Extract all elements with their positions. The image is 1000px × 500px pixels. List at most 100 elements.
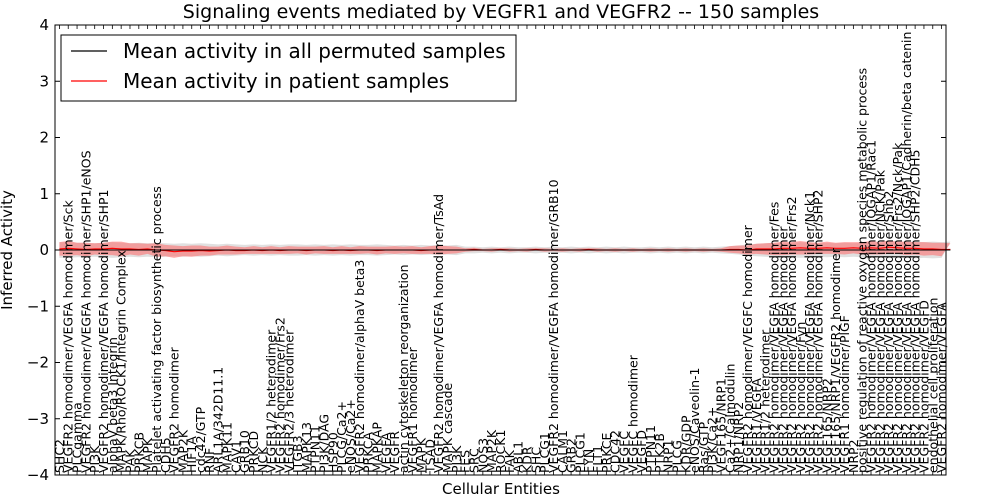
x-category-label: positive regulation of reactive oxygen s… [855,68,870,473]
x-category-label: VEGFR2 homodimer/alphaV beta3 [352,260,367,473]
y-tick-label: 1 [39,185,49,203]
x-category-label: VEGF165/NRP1 [714,378,729,473]
x-category-label: eNOS/Ca2+ [343,399,358,473]
x-category-label: CALM1 [555,430,570,473]
x-category-label: PLCG/Ca2+ [334,401,349,473]
x-category-label: PRKCA [361,432,376,473]
y-tick-label: 4 [39,16,49,34]
x-category-label: VEGFR2 homodimer/VEGFD [916,300,931,473]
x-category-label: VEGFR2 homodimer/VEGFA homodimer/SHP2 [811,189,826,473]
x-category-label: HIF1A [184,436,199,473]
x-category-label: cdc42/GTP [193,406,208,473]
x-category-label: ROCK1 [493,430,508,473]
x-category-label: Ras/GTP [696,421,711,473]
x-category-label: SHC [528,447,543,473]
x-category-label: VEGFR2 homodimer/VEGFA homodimer/SHP2/CD… [908,150,923,473]
x-category-label: VEGFR2 homodimer/Frs2 [273,317,288,473]
plot-frame [54,24,947,476]
x-category-label: Platelet activating factor biosynthetic … [149,186,164,473]
y-tick-label: 3 [39,72,49,90]
x-category-label: PTK2B [652,433,667,473]
x-category-label: VEGFR2 homodimer/VEGFA homodimer/IQGAP1/… [899,32,914,473]
x-category-label: VEGFR1 homodimer [405,346,420,473]
x-category-label: VEGFR2 homodimer/VEGFA [934,302,949,473]
x-category-label: ABL1 [511,441,526,473]
x-category-label: FYN [581,449,596,473]
x-category-label: VEGFR2 homodimer/VEGFA homodimer/GRB10 [546,179,561,473]
legend-label-permuted: Mean activity in all permuted samples [123,39,506,63]
x-category-label: TSAD [422,439,437,474]
x-category-label: GRB10 [237,430,252,473]
x-category-label: actin cytoskeleton reorganization [396,264,411,473]
legend-box [60,34,517,102]
x-category-label: NCK [255,446,270,473]
x-category-label: MAPK [414,437,429,473]
x-category-label: MAP2K [484,429,499,473]
y-tick-label: −1 [27,297,49,315]
x-category-label: PRKCD [246,431,261,473]
series-lines [59,246,951,253]
x-category-label: PLCG1 [537,432,552,473]
x-category-label: VEGFR1 homodimer/PlGF [837,315,852,473]
x-category-label: VEGFR2 homodimer/VEGFA homodimer/SHP1/eN… [78,150,93,473]
x-category-label: PI3K/Ca2+ [705,407,720,473]
x-category-label: SRC [467,448,482,473]
x-category-label: PI3K/DAG [317,414,332,473]
x-category-label: eNOS/Caveolin-1 [687,368,702,473]
x-category-label: CDC42 [608,430,623,473]
x-category-label: NOS3 [475,438,490,473]
x-category-label: PRKCB [131,432,146,473]
x-category-label: ITGB3 [290,435,305,473]
x-category-label: VEGF165/NRP2 [819,378,834,473]
chart-title: Signaling events mediated by VEGFR1 and … [183,1,819,23]
x-category-label: GRB2 [564,438,579,473]
x-category-label: MAPK [140,437,155,473]
x-category-label: PTPN11 [308,425,323,473]
x-category-label: VEGFR2 homodimer/VEGFA homodimer/NCK/Pak [872,169,887,473]
x-category-label: NRP1/NRP2 [731,402,746,473]
y-tick-label: −2 [27,354,49,372]
x-category-label: PTPN11 [643,425,658,473]
legend: Mean activity in all permuted samples Me… [60,34,517,102]
y-tick-label: −4 [27,466,49,484]
x-category-label: VEGFR2/3 heterodimer [281,329,296,473]
x-category-label: MAPKAP [370,422,385,473]
y-tick-label: 2 [39,129,49,147]
x-category-label: MAPK cascade [440,382,455,473]
y-tick-label: −3 [27,410,49,428]
y-axis-ticks: −4 −3 −2 −1 0 1 2 3 4 [27,16,946,484]
x-category-label: CAV1 [228,440,243,473]
x-category-label: Ca2+/Calmodulin [722,364,737,473]
x-category-label: KDR [520,446,535,473]
x-category-label: VEGFR2 homodimer/VEGFA homodimer/Shb2 [881,191,896,473]
x-category-label: VEGFR2 homodimer/VEGFA homodimer/Nck1 [802,191,817,473]
x-category-label: VEGFR2 homodimer/VEGFA homodimer/Fes [767,202,782,473]
x-category-label: PLCgamma [70,402,85,473]
x-category-label: VEGFR2 homodimer/VEGFA homodimer/TsAd [431,194,446,473]
x-category-label: VEGFC homodimer [625,354,640,473]
x-axis-ticks [59,25,942,475]
y-axis-label: Inferred Activity [0,190,16,310]
legend-label-patient: Mean activity in patient samples [123,69,449,93]
x-category-label: FAK [502,449,517,473]
x-category-label: PAK [123,449,138,473]
x-category-label: FLT1 [590,445,605,473]
x-category-label: MAP2K [175,429,190,473]
x-category-label: MAPK13 [299,422,314,473]
x-category-label: alphaV beta3 Integrin [105,337,120,473]
x-category-label: PI3K [449,445,464,473]
x-category-label: PI3K [87,445,102,473]
x-category-label: HSP90 [325,432,340,473]
x-category-label: VEGFR2 homodimer/Fyn [793,322,808,473]
x-category-label: PLCG [669,440,684,473]
x-category-label: VEGFR2 homodimer/VEGFA homodimer/Frs2/Nc… [890,142,905,473]
x-category-label: VEGF165/NRP1/VEGFR2 homodimer [828,247,843,473]
x-category-label: PLCG1 [572,432,587,473]
x-category-label: VEGFR2 homodimer/VEGFA homodimer/IQGAP1/… [864,140,879,473]
x-category-label: FES [458,450,473,473]
x-category-label: MAPK11 [220,422,235,473]
x-category-label: ARL1A/342D11.1 [211,367,226,473]
x-category-label: VEGFR2 homodimer [167,346,182,473]
x-axis-label: Cellular Entities [442,480,560,498]
